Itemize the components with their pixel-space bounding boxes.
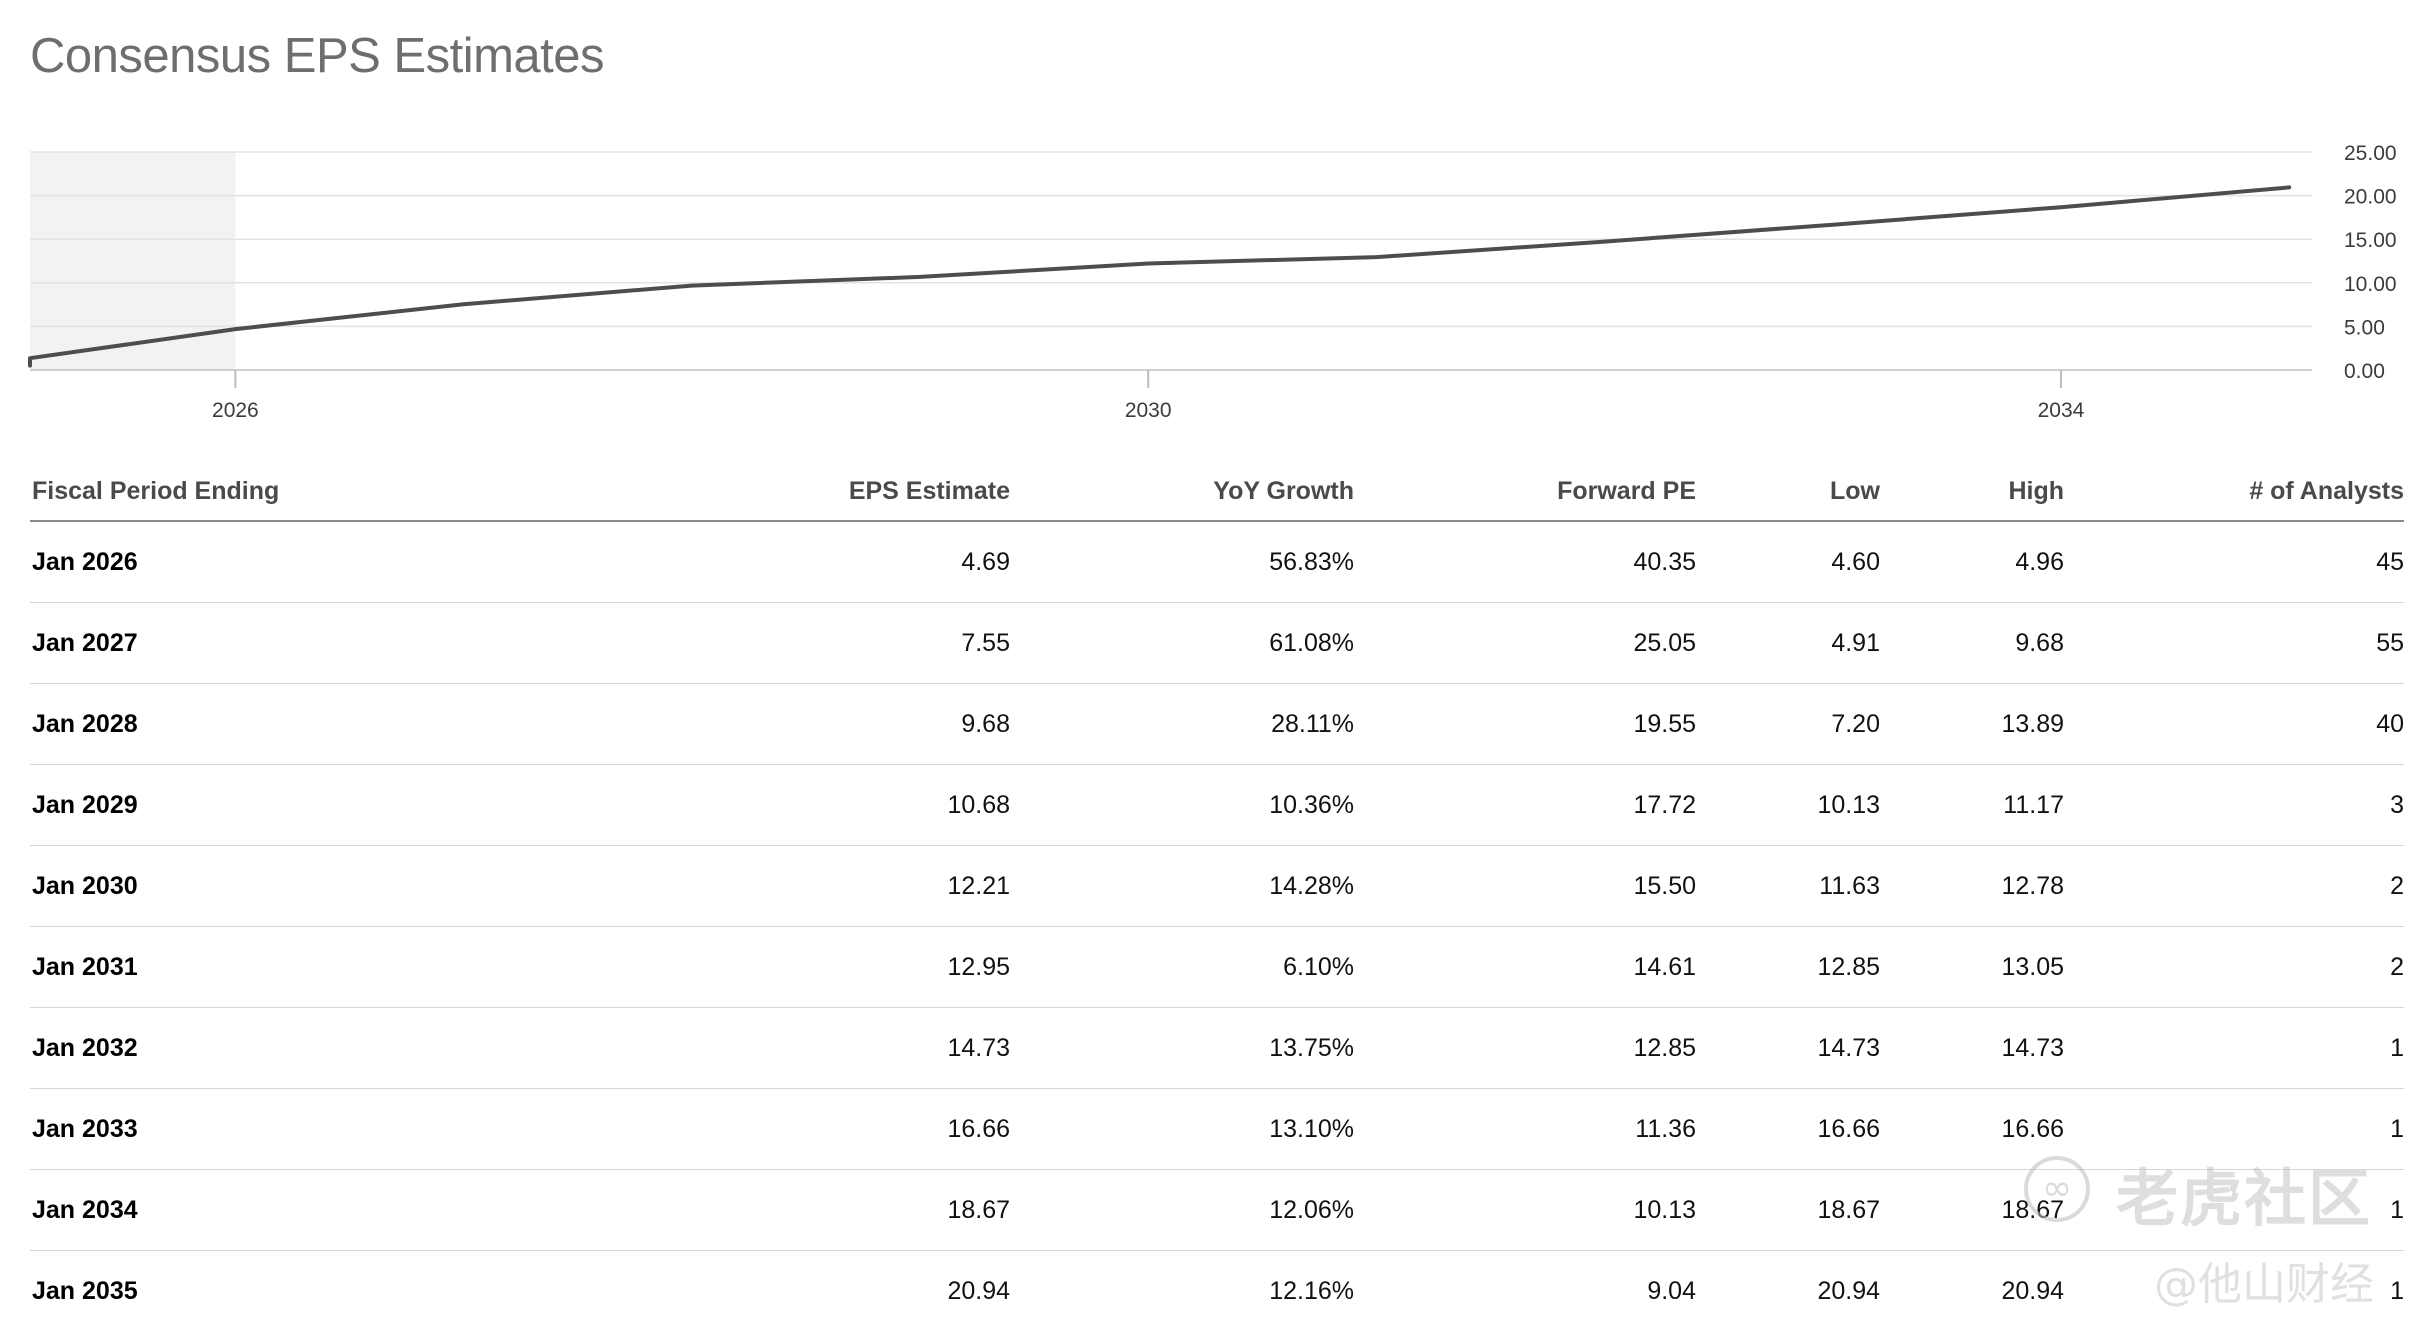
cell-low: 7.20	[1696, 684, 1880, 765]
y-axis-tick-labels: 25.00 20.00 15.00 10.00 5.00 0.00	[2344, 142, 2397, 383]
cell-low: 14.73	[1696, 1008, 1880, 1089]
cell-high: 14.73	[1880, 1008, 2064, 1089]
x-axis-ticks: 2026 2030 2034	[212, 370, 2085, 422]
cell-low: 4.60	[1696, 521, 1880, 603]
chart-series	[30, 187, 2289, 365]
cell-eps-estimate: 4.69	[590, 521, 1010, 603]
cell-fiscal-period: Jan 2027	[30, 603, 590, 684]
cell-high: 4.96	[1880, 521, 2064, 603]
cell-yoy-growth: 28.11%	[1010, 684, 1354, 765]
cell-eps-estimate: 18.67	[590, 1170, 1010, 1251]
cell-analysts: 40	[2064, 684, 2404, 765]
cell-eps-estimate: 9.68	[590, 684, 1010, 765]
cell-analysts: 2	[2064, 846, 2404, 927]
tiger-logo-icon: ∞	[2024, 1156, 2090, 1222]
column-header-yoy-growth[interactable]: YoY Growth	[1010, 462, 1354, 521]
y-tick-label: 0.00	[2344, 360, 2385, 383]
cell-fiscal-period: Jan 2030	[30, 846, 590, 927]
cell-analysts: 55	[2064, 603, 2404, 684]
cell-eps-estimate: 12.21	[590, 846, 1010, 927]
cell-high: 12.78	[1880, 846, 2064, 927]
watermark: ∞ 老虎社区 @他山财经	[2024, 1148, 2384, 1318]
cell-analysts: 45	[2064, 521, 2404, 603]
cell-forward-pe: 19.55	[1354, 684, 1696, 765]
cell-yoy-growth: 13.10%	[1010, 1089, 1354, 1170]
cell-low: 16.66	[1696, 1089, 1880, 1170]
cell-eps-estimate: 12.95	[590, 927, 1010, 1008]
column-header-low[interactable]: Low	[1696, 462, 1880, 521]
cell-low: 12.85	[1696, 927, 1880, 1008]
cell-forward-pe: 9.04	[1354, 1251, 1696, 1331]
column-header-analysts[interactable]: # of Analysts	[2064, 462, 2404, 521]
cell-eps-estimate: 14.73	[590, 1008, 1010, 1089]
cell-eps-estimate: 16.66	[590, 1089, 1010, 1170]
cell-fiscal-period: Jan 2029	[30, 765, 590, 846]
y-tick-label: 20.00	[2344, 186, 2397, 209]
x-tick-label: 2034	[2038, 399, 2085, 422]
cell-yoy-growth: 12.16%	[1010, 1251, 1354, 1331]
cell-forward-pe: 25.05	[1354, 603, 1696, 684]
cell-low: 20.94	[1696, 1251, 1880, 1331]
cell-low: 18.67	[1696, 1170, 1880, 1251]
column-header-eps-estimate[interactable]: EPS Estimate	[590, 462, 1010, 521]
cell-fiscal-period: Jan 2028	[30, 684, 590, 765]
cell-high: 9.68	[1880, 603, 2064, 684]
cell-yoy-growth: 13.75%	[1010, 1008, 1354, 1089]
cell-forward-pe: 11.36	[1354, 1089, 1696, 1170]
cell-fiscal-period: Jan 2035	[30, 1251, 590, 1331]
cell-analysts: 2	[2064, 927, 2404, 1008]
y-tick-label: 25.00	[2344, 142, 2397, 165]
cell-low: 4.91	[1696, 603, 1880, 684]
cell-fiscal-period: Jan 2032	[30, 1008, 590, 1089]
cell-low: 10.13	[1696, 765, 1880, 846]
y-tick-label: 5.00	[2344, 316, 2385, 339]
watermark-handle: @他山财经	[2154, 1248, 2374, 1312]
cell-yoy-growth: 6.10%	[1010, 927, 1354, 1008]
cell-forward-pe: 14.61	[1354, 927, 1696, 1008]
x-tick-label: 2026	[212, 399, 259, 422]
cell-fiscal-period: Jan 2026	[30, 521, 590, 603]
cell-high: 11.17	[1880, 765, 2064, 846]
cell-analysts: 1	[2064, 1008, 2404, 1089]
cell-yoy-growth: 56.83%	[1010, 521, 1354, 603]
cell-eps-estimate: 7.55	[590, 603, 1010, 684]
column-header-high[interactable]: High	[1880, 462, 2064, 521]
cell-forward-pe: 40.35	[1354, 521, 1696, 603]
cell-fiscal-period: Jan 2031	[30, 927, 590, 1008]
cell-yoy-growth: 14.28%	[1010, 846, 1354, 927]
cell-low: 11.63	[1696, 846, 1880, 927]
cell-forward-pe: 10.13	[1354, 1170, 1696, 1251]
cell-forward-pe: 17.72	[1354, 765, 1696, 846]
watermark-brand: 老虎社区	[2116, 1148, 2372, 1238]
cell-fiscal-period: Jan 2034	[30, 1170, 590, 1251]
cell-yoy-growth: 61.08%	[1010, 603, 1354, 684]
cell-high: 13.05	[1880, 927, 2064, 1008]
cell-yoy-growth: 12.06%	[1010, 1170, 1354, 1251]
historical-shaded-region	[30, 152, 235, 370]
y-tick-label: 15.00	[2344, 229, 2397, 252]
column-header-forward-pe[interactable]: Forward PE	[1354, 462, 1696, 521]
cell-fiscal-period: Jan 2033	[30, 1089, 590, 1170]
y-tick-label: 10.00	[2344, 273, 2397, 296]
cell-eps-estimate: 20.94	[590, 1251, 1010, 1331]
column-header-fiscal-period[interactable]: Fiscal Period Ending	[30, 462, 590, 521]
cell-eps-estimate: 10.68	[590, 765, 1010, 846]
cell-high: 13.89	[1880, 684, 2064, 765]
eps-line-chart: 25.00 20.00 15.00 10.00 5.00 0.00 2026 2030 203…	[0, 0, 2424, 440]
cell-analysts: 3	[2064, 765, 2404, 846]
cell-forward-pe: 15.50	[1354, 846, 1696, 927]
cell-forward-pe: 12.85	[1354, 1008, 1696, 1089]
cell-yoy-growth: 10.36%	[1010, 765, 1354, 846]
eps-series-line-0	[30, 187, 2289, 365]
x-tick-label: 2030	[1125, 399, 1172, 422]
